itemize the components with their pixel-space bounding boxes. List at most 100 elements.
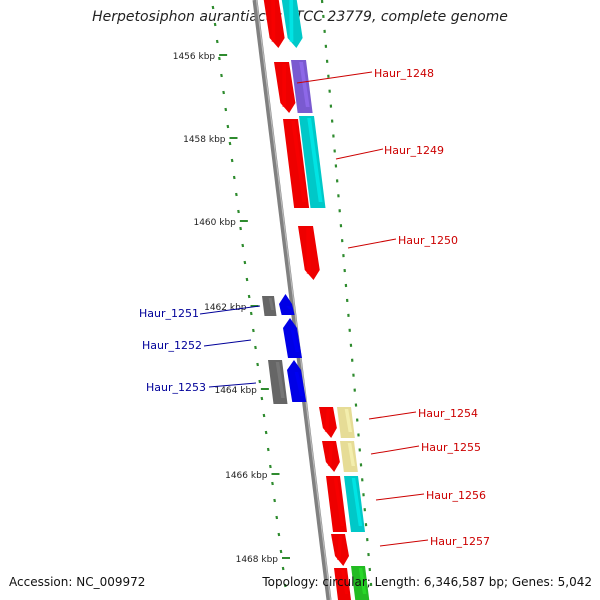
scale-tick-label: 1464 kbp	[214, 386, 257, 396]
gene-function-1255-shine	[347, 443, 356, 466]
scale-dot	[249, 311, 253, 316]
gene-cds-1253	[287, 360, 307, 402]
scale-dot	[256, 362, 259, 367]
gene-label: Haur_1251	[139, 307, 199, 320]
gene-label: Haur_1254	[418, 407, 478, 420]
gene-cds-1250	[298, 226, 320, 280]
gene-function-1254-shine	[344, 409, 353, 432]
gene-cds-1247	[263, 0, 285, 48]
scale-dot	[228, 141, 232, 146]
scale-dot	[252, 328, 255, 333]
gene-cds-1251-body	[279, 294, 295, 315]
gene-strand-1253	[268, 360, 288, 404]
scale-dot	[283, 583, 287, 588]
gene-cds-1258	[334, 568, 351, 600]
gene-cds-1254	[319, 407, 337, 438]
scale-dot	[232, 175, 236, 180]
scale-dot	[226, 124, 230, 129]
gene-cds-1251	[279, 294, 295, 315]
scale-dot	[264, 430, 268, 435]
gene-label-leader	[203, 339, 252, 347]
scale-dot	[279, 549, 283, 554]
gene-cds-1251-shine	[286, 306, 293, 309]
gene-cds-1256-shine	[333, 478, 345, 526]
gene-function-1258-shine	[358, 568, 367, 594]
scale-dot	[241, 243, 245, 248]
gene-cds-1250-shine	[306, 228, 311, 274]
scale-tick-label: 1456 kbp	[173, 52, 216, 62]
gene-strand-1253-shine	[275, 362, 285, 398]
gene-label: Haur_1256	[426, 489, 486, 502]
gene-cds-1255-shine	[327, 443, 334, 466]
gene-label: Haur_1249	[384, 144, 444, 157]
gene-function-1255	[340, 441, 358, 472]
gene-label-leader	[347, 238, 397, 249]
scale-tick-label: 1460 kbp	[193, 218, 236, 228]
scale-dot	[247, 294, 251, 299]
gene-label-leader	[208, 382, 257, 388]
scale-dot	[277, 532, 281, 537]
gene-function-1247	[281, 0, 303, 48]
gene-strand-1251-shine	[268, 298, 275, 310]
scale-dot	[260, 396, 264, 401]
scale-dot	[271, 481, 274, 486]
scale-dot	[281, 566, 285, 571]
gene-cds-1249	[283, 119, 310, 208]
gene-function-1254	[337, 407, 355, 438]
gene-function-1248-shine	[299, 62, 310, 107]
scale-tick-label: 1458 kbp	[183, 135, 226, 145]
gene-cds-1253-shine	[294, 372, 304, 396]
scale-dot	[230, 158, 234, 163]
gene-label-leader	[335, 148, 384, 160]
gene-function-1249-shine	[307, 118, 323, 202]
scale-dot	[262, 413, 266, 418]
gene-cds-1258-shine	[341, 570, 349, 594]
gene-label: Haur_1257	[430, 535, 490, 548]
gene-cds-1248-shine	[282, 64, 287, 107]
gene-label: Haur_1252	[142, 339, 202, 352]
gene-label: Haur_1253	[146, 381, 206, 394]
accession-label: Accession: NC_009972	[9, 575, 146, 589]
gene-label-leader	[199, 305, 261, 315]
scale-dot	[218, 56, 221, 61]
genome-title: Herpetosiphon aurantiacus ATCC 23779, co…	[92, 9, 508, 25]
gene-cds-1252-shine	[290, 330, 300, 352]
gene-label-leader	[296, 71, 373, 84]
scale-dot	[237, 209, 240, 214]
scale-dot	[215, 39, 219, 44]
genome-backbone	[252, 0, 332, 600]
scale-dot	[211, 5, 215, 10]
scale-dot	[224, 107, 228, 112]
genome-summary: Topology: circular; Length: 6,346,587 bp…	[262, 575, 592, 589]
scale-tick-label: 1462 kbp	[204, 303, 247, 313]
scale-dot	[254, 345, 257, 350]
scale-dot	[235, 192, 238, 197]
scale-tick-label: 1468 kbp	[236, 555, 279, 565]
scale-dot	[258, 379, 262, 384]
gene-label-leader	[375, 493, 425, 501]
gene-cds-1255	[322, 441, 340, 472]
scale-dot	[245, 277, 249, 282]
gene-strand-1251	[262, 296, 277, 316]
gene-cds-1254-shine	[324, 409, 331, 432]
gene-cds-1247-shine	[271, 0, 276, 42]
gene-function-1258	[351, 566, 370, 600]
gene-cds-1257	[331, 534, 349, 566]
scale-dot	[222, 90, 225, 95]
scale-dot-track-right	[320, 0, 374, 597]
gene-label-leader	[370, 445, 420, 455]
gene-function-1248	[291, 60, 313, 113]
gene-label-leader	[379, 539, 429, 547]
gene-function-1256-shine	[351, 478, 363, 526]
scale-dot	[273, 498, 276, 503]
scale-dot	[269, 464, 272, 469]
gene-cds-1256	[326, 476, 347, 532]
gene-strand-1251-body	[262, 296, 277, 316]
gene-cds-1248	[274, 62, 296, 113]
gene-cds-1257-shine	[336, 536, 343, 560]
scale-dot	[275, 515, 279, 520]
gene-label: Haur_1248	[374, 67, 434, 80]
genome-backbone-highlight	[255, 0, 332, 600]
scale-dot	[220, 73, 223, 78]
